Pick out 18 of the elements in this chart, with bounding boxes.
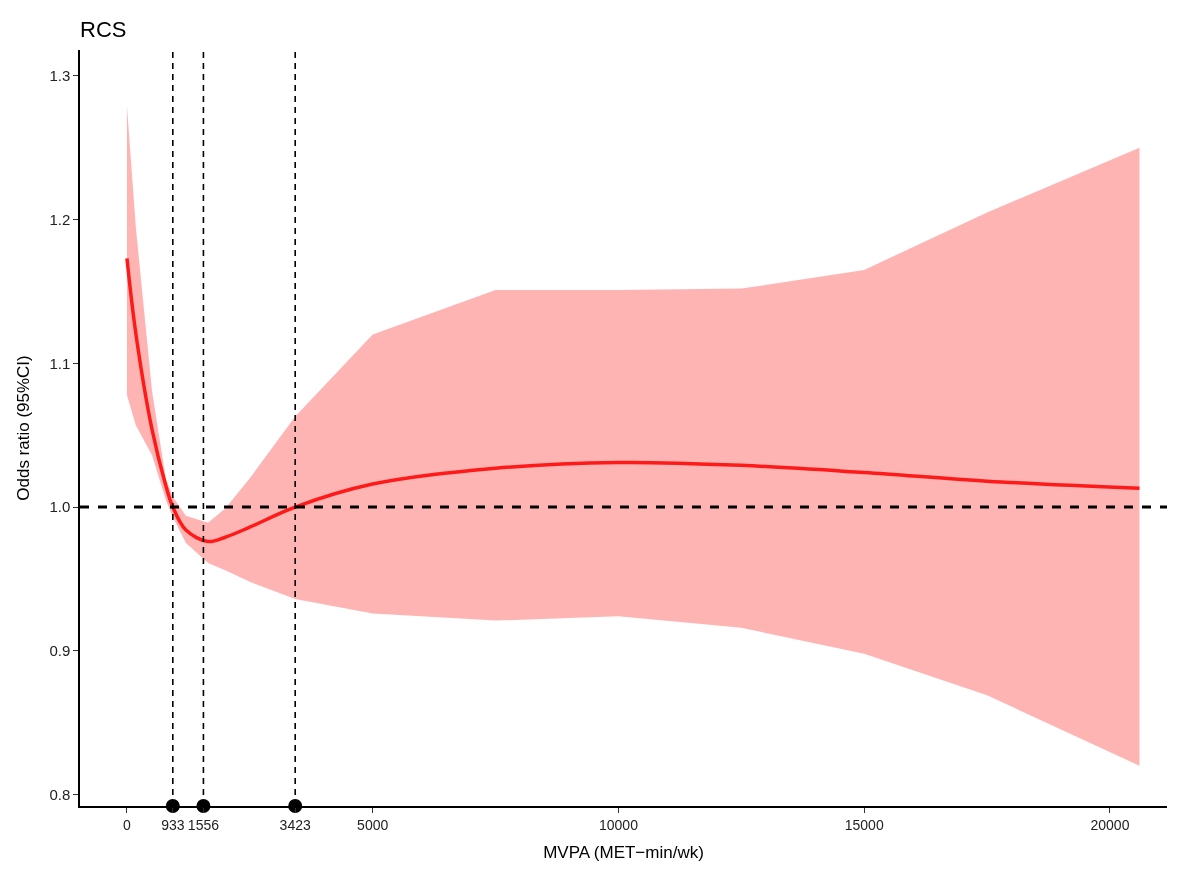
y-axis-title: Odds ratio (95%CI) <box>14 355 34 501</box>
chart-title: RCS <box>80 17 127 43</box>
x-tick-label: 15000 <box>844 816 884 833</box>
y-tick-label: 1.1 <box>49 354 71 372</box>
x-tick-label: 933 <box>161 816 185 833</box>
x-axis-title: MVPA (MET−min/wk) <box>543 843 704 863</box>
y-tick-label: 1.3 <box>49 67 71 85</box>
x-tick-label: 5000 <box>357 816 389 833</box>
y-tick-label: 0.9 <box>49 642 71 660</box>
line-series <box>125 256 1142 544</box>
x-tick-label: 0 <box>123 816 132 833</box>
x-tick-label: 20000 <box>1090 816 1130 833</box>
x-tick-label: 3423 <box>279 816 311 833</box>
x-tick-label: 1556 <box>187 816 220 833</box>
y-tick-label: 1.2 <box>49 210 71 228</box>
y-tick-label: 1.0 <box>49 498 71 516</box>
y-tick-label: 0.8 <box>49 785 71 803</box>
x-tick-label: 10000 <box>598 816 639 833</box>
